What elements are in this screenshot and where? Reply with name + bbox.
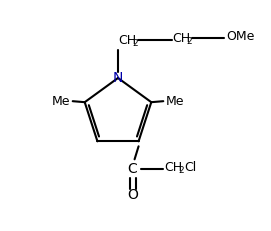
Text: CH: CH xyxy=(172,31,190,45)
Text: CH: CH xyxy=(164,161,183,174)
Text: N: N xyxy=(113,71,123,85)
Text: Me: Me xyxy=(166,95,185,108)
Text: 2: 2 xyxy=(132,39,138,48)
Text: 2: 2 xyxy=(186,36,192,46)
Text: OMe: OMe xyxy=(226,30,254,43)
Text: CH: CH xyxy=(118,33,136,46)
Text: O: O xyxy=(127,188,138,202)
Text: C: C xyxy=(128,162,137,176)
Text: 2: 2 xyxy=(179,166,184,175)
Text: Me: Me xyxy=(51,95,70,108)
Text: Cl: Cl xyxy=(185,161,197,174)
